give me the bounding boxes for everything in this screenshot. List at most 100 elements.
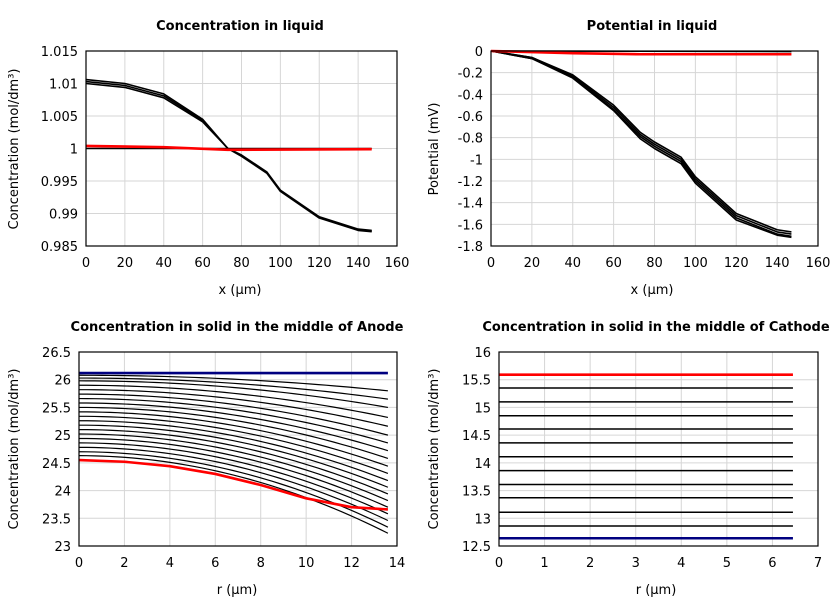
y-tick-label: 0.995 (41, 175, 78, 190)
profile-line (78, 374, 388, 392)
x-tick-label: 100 (683, 256, 708, 271)
y-tick-label: 16 (474, 346, 491, 361)
series-line (85, 144, 372, 152)
series-line (85, 82, 372, 232)
y-tick-label: -1 (470, 153, 483, 168)
x-tick-label: 1 (540, 556, 548, 571)
x-tick-label: 80 (233, 256, 250, 271)
y-tick-label: 26 (54, 374, 71, 389)
plot-frame (85, 50, 398, 247)
x-tick-label: 60 (194, 256, 211, 271)
x-tick-label: 3 (632, 556, 640, 571)
y-tick-label: 23.5 (42, 512, 71, 527)
y-tick-label: 13 (474, 512, 491, 527)
x-tick-label: 6 (211, 556, 219, 571)
series-line (490, 50, 792, 238)
x-tick-label: 4 (166, 556, 174, 571)
x-tick-label: 20 (524, 256, 541, 271)
x-tick-label: 10 (298, 556, 315, 571)
x-tick-label: 2 (586, 556, 594, 571)
y-tick-label: 1.015 (41, 45, 78, 60)
profile-line (78, 429, 389, 495)
x-tick-label: 60 (605, 256, 622, 271)
y-tick-label: -1.6 (458, 218, 483, 233)
profile-line (78, 420, 389, 482)
series-line (85, 78, 372, 233)
profile-line (78, 411, 389, 467)
x-axis-label: x (µm) (631, 283, 674, 298)
series-line (85, 80, 372, 232)
profile-line (78, 424, 389, 488)
panel-concentration-in-solid-anode: Concentration in solid in the middle of … (7, 320, 405, 598)
y-tick-label: -1.8 (458, 240, 483, 255)
x-tick-label: 80 (646, 256, 663, 271)
y-tick-label: -0.4 (458, 88, 483, 103)
x-tick-label: 140 (765, 256, 790, 271)
y-tick-label: -0.6 (458, 110, 483, 125)
y-tick-label: -1.4 (458, 197, 483, 212)
y-tick-label: 24.5 (42, 457, 71, 472)
y-axis-label: Concentration (mol/dm³) (7, 69, 22, 230)
y-tick-label: 14 (474, 457, 491, 472)
y-tick-label: -0.8 (458, 132, 483, 147)
x-tick-label: 7 (814, 556, 822, 571)
series-line (490, 50, 792, 235)
x-tick-label: 40 (155, 256, 172, 271)
x-tick-label: 160 (385, 256, 410, 271)
x-tick-label: 14 (389, 556, 406, 571)
y-tick-label: 12.5 (462, 540, 491, 555)
profile-line (78, 393, 389, 436)
x-tick-label: 140 (346, 256, 371, 271)
x-tick-label: 6 (768, 556, 776, 571)
y-tick-label: 13.5 (462, 485, 491, 500)
profile-line (78, 389, 389, 427)
x-tick-label: 2 (120, 556, 128, 571)
x-tick-label: 20 (117, 256, 134, 271)
x-tick-label: 0 (495, 556, 503, 571)
y-tick-label: 26.5 (42, 346, 71, 361)
panel-concentration-in-liquid: Concentration in liquid x (µm) Concentra… (7, 19, 409, 298)
series-line (490, 49, 792, 56)
profile-line (78, 442, 389, 515)
y-tick-label: 1 (70, 143, 78, 158)
profile-line (78, 377, 388, 400)
x-tick-label: 0 (82, 256, 90, 271)
panel-concentration-in-solid-cathode: Concentration in solid in the middle of … (427, 320, 830, 598)
y-axis-label: Concentration (mol/dm³) (7, 369, 22, 530)
x-tick-label: 160 (806, 256, 831, 271)
y-tick-label: 0.99 (49, 208, 78, 223)
x-axis-label: r (µm) (636, 583, 677, 598)
profile-line (78, 380, 389, 409)
y-tick-label: 0 (475, 45, 483, 60)
x-tick-label: 8 (257, 556, 265, 571)
y-tick-label: -0.2 (458, 67, 483, 82)
x-tick-label: 0 (75, 556, 83, 571)
y-tick-label: -1.2 (458, 175, 483, 190)
y-tick-label: 1.01 (49, 78, 78, 93)
profile-line (78, 437, 389, 508)
y-tick-label: 25 (54, 429, 71, 444)
profile-line (78, 446, 389, 522)
x-tick-label: 12 (343, 556, 360, 571)
panel-potential-in-liquid: Potential in liquid x (µm) Potential (mV… (427, 19, 830, 298)
x-tick-label: 120 (724, 256, 749, 271)
chart-title: Potential in liquid (587, 19, 718, 34)
y-tick-label: 15.5 (462, 374, 491, 389)
x-tick-label: 4 (677, 556, 685, 571)
x-tick-label: 100 (268, 256, 293, 271)
y-tick-label: 15 (474, 401, 491, 416)
y-axis-label: Concentration (mol/dm³) (427, 369, 442, 530)
series-line (490, 50, 792, 239)
series-line (490, 50, 792, 233)
x-axis-label: r (µm) (217, 583, 258, 598)
series-line (78, 458, 388, 511)
profile-line (78, 397, 389, 444)
y-tick-label: 24 (54, 485, 71, 500)
x-tick-label: 5 (723, 556, 731, 571)
y-axis-label: Potential (mV) (427, 103, 442, 196)
profile-line (78, 402, 389, 452)
y-tick-label: 14.5 (462, 429, 491, 444)
x-tick-label: 120 (307, 256, 332, 271)
profile-line (78, 433, 389, 502)
